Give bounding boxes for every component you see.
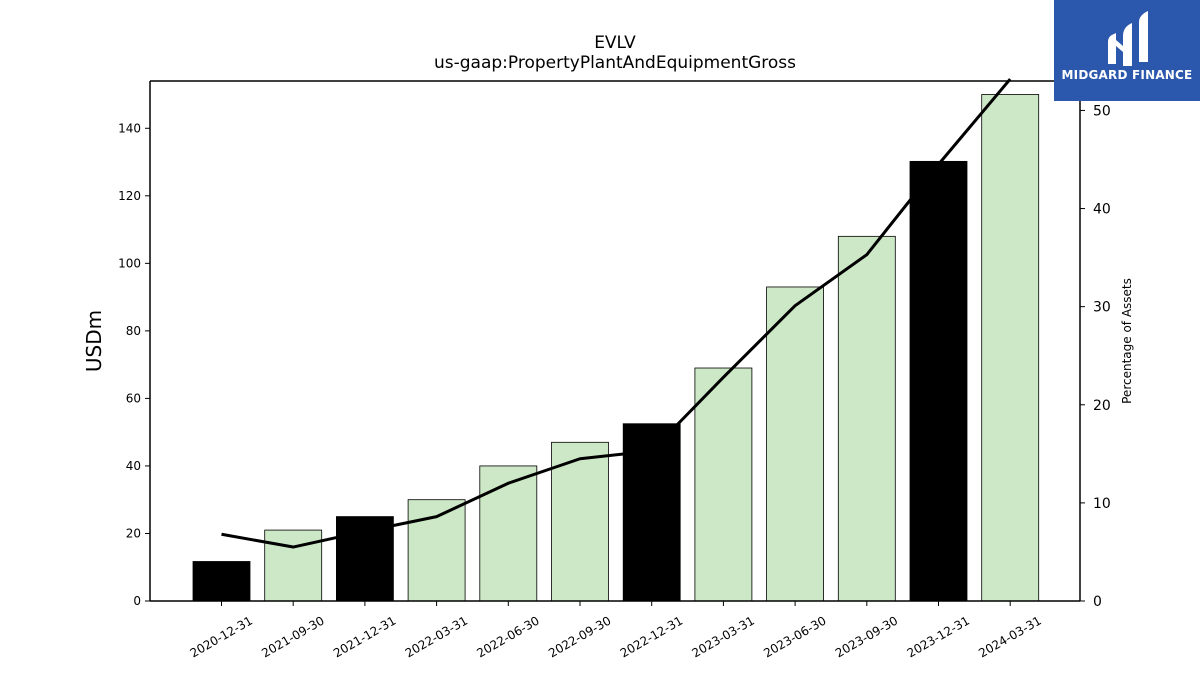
y-axis-label-left: USDm	[82, 310, 106, 372]
x-tick-label: 2022-06-30	[474, 613, 541, 660]
x-tick-label: 2023-12-31	[905, 613, 972, 660]
chart-title: EVLV	[594, 33, 636, 53]
y-right-tick-label: 50	[1093, 103, 1111, 119]
y-tick-label: 20	[126, 526, 141, 540]
y-right-tick-label: 40	[1093, 202, 1111, 218]
bar	[981, 94, 1040, 602]
x-tick-label: 2020-12-31	[188, 613, 255, 660]
x-tick-label: 2022-09-30	[546, 613, 613, 660]
y-tick-label: 140	[118, 121, 141, 135]
x-tick-label: 2024-03-31	[976, 613, 1043, 660]
bar	[766, 286, 824, 602]
bar	[479, 465, 538, 602]
chart-subtitle: us-gaap:PropertyPlantAndEquipmentGross	[434, 53, 796, 73]
bar	[192, 561, 251, 602]
bar	[909, 160, 968, 602]
x-tick-label: 2022-03-31	[403, 613, 470, 660]
y-tick-label: 0	[133, 594, 141, 608]
bar	[837, 235, 896, 602]
x-tick-label: 2022-12-31	[618, 613, 685, 660]
series-line	[221, 78, 1012, 549]
x-tick-label: 2021-12-31	[331, 613, 398, 660]
y-tick-label: 120	[118, 189, 141, 203]
bar	[335, 516, 394, 602]
y-axis-label-right: Percentage of Assets	[1120, 278, 1134, 404]
x-tick-label: 2021-09-30	[259, 613, 326, 660]
y-right-tick-label: 30	[1093, 300, 1111, 316]
brand-logo: MIDGARD FINANCE	[1054, 0, 1200, 101]
y-right-tick-label: 20	[1093, 398, 1111, 414]
y-right-tick-label: 10	[1093, 496, 1111, 512]
y-tick-label: 100	[118, 256, 141, 270]
x-tick-label: 2023-03-31	[689, 613, 756, 660]
x-tick-label: 2023-09-30	[833, 613, 900, 660]
x-tick-label: 2023-06-30	[761, 613, 828, 660]
bar	[551, 441, 609, 602]
bar	[694, 367, 753, 602]
y-tick-label: 80	[126, 324, 141, 338]
logo-text: MIDGARD FINANCE	[1061, 68, 1193, 82]
bar	[264, 529, 323, 602]
y-right-tick-label: 0	[1093, 594, 1102, 610]
bar	[407, 499, 466, 602]
midgard-logo-icon	[1108, 11, 1148, 66]
y-tick-label: 60	[126, 391, 141, 405]
y-tick-label: 40	[126, 459, 141, 473]
